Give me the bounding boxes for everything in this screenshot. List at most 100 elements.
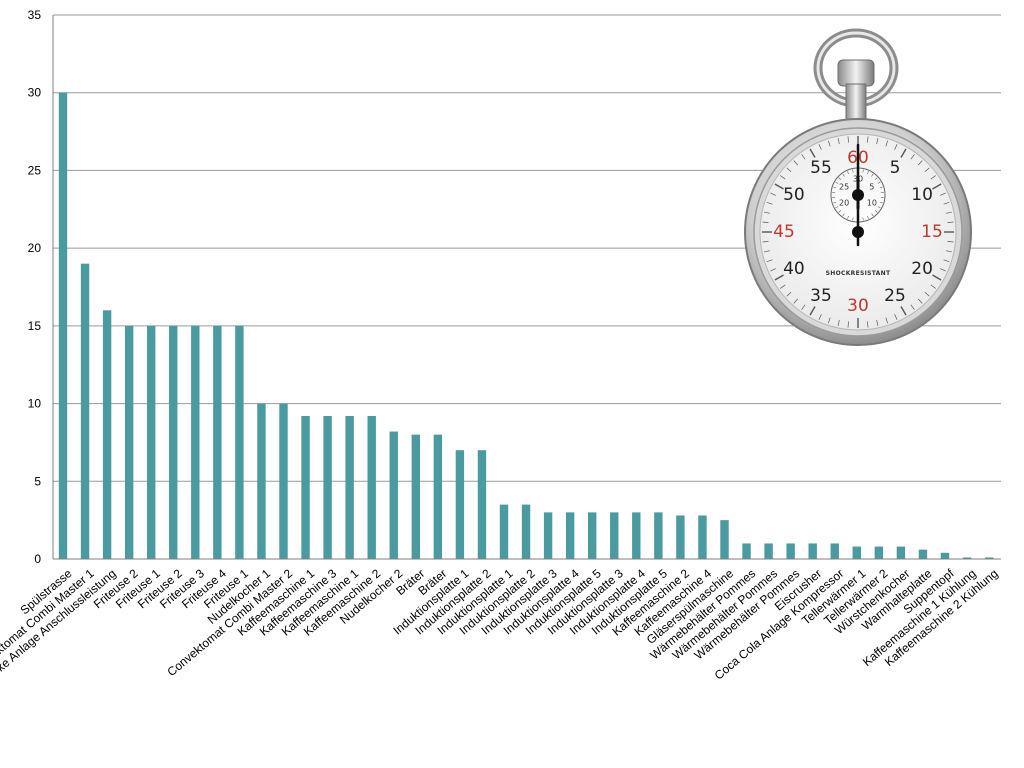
bar: [786, 543, 795, 559]
stopwatch-subdial-tick: [871, 173, 874, 177]
bar: [543, 512, 553, 559]
bar: [477, 450, 487, 559]
bars: [58, 92, 994, 559]
bar: [80, 263, 90, 559]
stopwatch-tick: [945, 250, 952, 253]
stopwatch-tick: [809, 148, 816, 158]
bar: [102, 310, 112, 559]
stopwatch-dial-number: 45: [773, 222, 795, 242]
stopwatch-main-pivot: [852, 226, 864, 238]
stopwatch-subdial-tick: [852, 217, 854, 221]
bar: [962, 557, 972, 559]
stopwatch-tick: [818, 144, 822, 150]
stopwatch-subdial-tick: [879, 186, 883, 189]
y-tick-label: 5: [34, 474, 41, 488]
bar: [279, 403, 288, 559]
stopwatch-dial-number: 30: [847, 296, 869, 316]
stopwatch-dial-number: 15: [921, 222, 943, 242]
stopwatch-dial-number: 50: [783, 185, 805, 205]
stopwatch-dial-number: 35: [810, 286, 832, 306]
stopwatch-subdial-tick: [833, 201, 837, 204]
bar: [213, 325, 222, 559]
bar: [874, 546, 884, 559]
stopwatch-tick: [894, 314, 898, 320]
stopwatch-subdial-number: 20: [839, 199, 849, 208]
stopwatch-stem: [845, 83, 867, 121]
bar: [345, 416, 354, 559]
bar: [808, 543, 817, 559]
bar: [852, 546, 861, 559]
bar: [411, 434, 420, 559]
stopwatch-tick: [818, 314, 822, 320]
stopwatch-subdial-number: 10: [867, 199, 877, 208]
stopwatch-subdial-tick: [862, 217, 864, 221]
stopwatch-subdial-tick: [877, 206, 881, 209]
stopwatch-dial-number: 20: [911, 259, 933, 279]
stopwatch-subdial-tick: [835, 181, 839, 184]
stopwatch-tick: [943, 259, 950, 262]
stopwatch-subdial-tick: [879, 201, 883, 204]
stopwatch-subdial-tick: [852, 169, 854, 173]
bar: [301, 416, 310, 559]
stopwatch-tick: [770, 268, 776, 272]
stopwatch-tick: [943, 202, 950, 205]
stopwatch-subdial-tick: [867, 171, 869, 175]
stopwatch-tick: [945, 211, 952, 214]
stopwatch-tick: [924, 167, 930, 173]
stopwatch-subdial-tick: [842, 173, 845, 177]
stopwatch-subdial-tick: [835, 206, 839, 209]
stopwatch-tick: [940, 192, 946, 196]
stopwatch-tick: [786, 167, 792, 173]
bar: [830, 543, 839, 559]
bar: [565, 512, 575, 559]
stopwatch-tick: [793, 160, 799, 166]
stopwatch-dial-number: 55: [810, 158, 832, 178]
stopwatch-subdial-tick: [838, 177, 842, 180]
bar: [588, 512, 597, 559]
stopwatch-subdial-tick: [833, 186, 837, 189]
stopwatch-tick: [876, 319, 879, 326]
stopwatch-tick: [867, 136, 869, 143]
stopwatch-tick: [764, 250, 771, 253]
stopwatch-tick: [885, 317, 888, 324]
bar: [323, 416, 332, 559]
bar: [147, 325, 156, 559]
bar: [918, 549, 928, 559]
bar: [698, 515, 707, 559]
bar: [389, 431, 398, 559]
stopwatch-tick: [766, 202, 773, 205]
bar: [676, 515, 685, 559]
bar: [124, 325, 134, 559]
stopwatch-tick: [774, 274, 784, 281]
stopwatch-tick: [947, 241, 954, 243]
stopwatch-subdial-tick: [862, 169, 864, 173]
bar: [257, 403, 266, 559]
stopwatch-subdial-tick: [874, 210, 878, 213]
stopwatch-subdial-tick: [871, 213, 874, 217]
stopwatch-tick: [828, 317, 831, 324]
stopwatch-tick: [809, 306, 816, 316]
stopwatch-dial-number: 40: [783, 259, 805, 279]
stopwatch-tick: [910, 304, 915, 310]
stopwatch-tick: [762, 221, 769, 223]
y-axis-tick-labels: 0 5 10 15 20 25 30 35: [28, 8, 42, 566]
stopwatch-brand-label: SHOCKRESISTANT: [826, 270, 891, 277]
bar: [433, 434, 443, 559]
stopwatch-tick: [940, 268, 946, 272]
stopwatch-tick: [900, 306, 907, 316]
stopwatch-subdial-tick: [838, 210, 842, 213]
bar: [632, 512, 641, 559]
stopwatch-tick: [770, 192, 776, 196]
grid-lines: [53, 14, 1001, 482]
stopwatch-tick: [786, 291, 792, 297]
stopwatch-tick: [930, 175, 936, 180]
y-tick-label: 30: [28, 86, 42, 100]
stopwatch-subdial-tick: [867, 215, 869, 219]
stopwatch-tick: [793, 298, 799, 304]
bar: [499, 504, 509, 559]
stopwatch-tick: [932, 183, 942, 190]
bar: [654, 512, 663, 559]
stopwatch-tick: [894, 144, 898, 150]
bar: [191, 325, 200, 559]
